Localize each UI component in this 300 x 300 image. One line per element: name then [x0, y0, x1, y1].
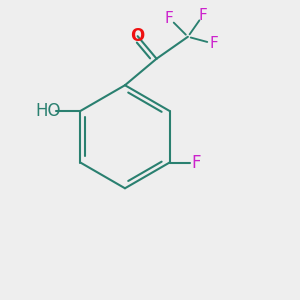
Text: F: F — [209, 36, 218, 51]
Text: HO: HO — [35, 102, 61, 120]
Text: O: O — [130, 27, 145, 45]
Text: F: F — [165, 11, 173, 26]
Text: F: F — [199, 8, 208, 22]
Text: F: F — [191, 154, 201, 172]
